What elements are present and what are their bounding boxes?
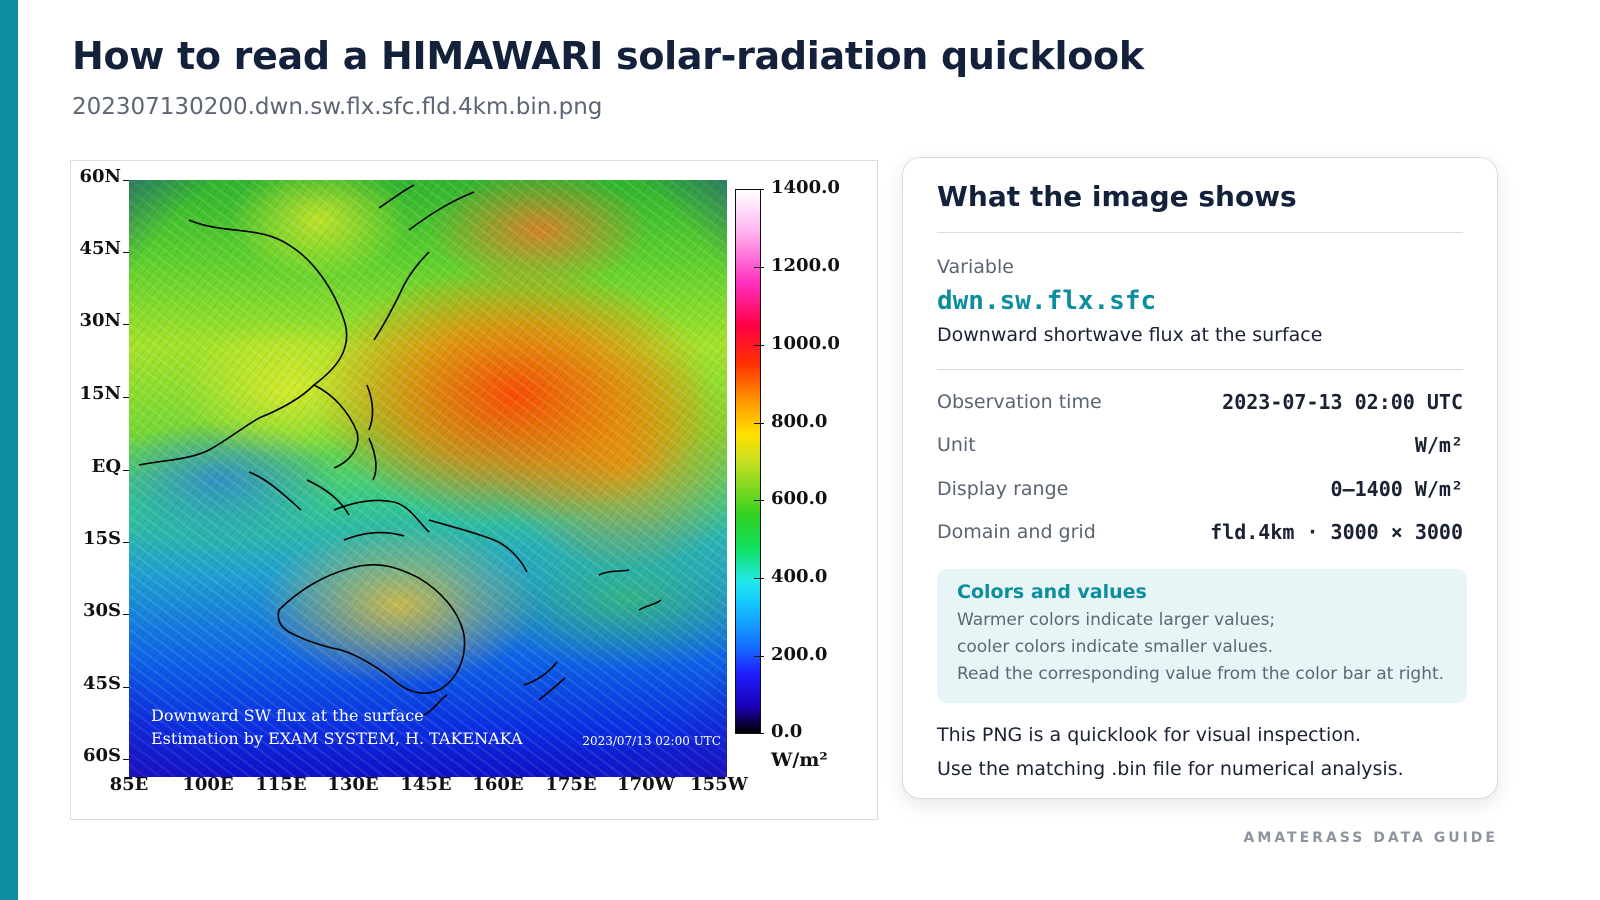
detail-value-observation-time: 2023-07-13 02:00 UTC: [1222, 390, 1463, 414]
note-line: Warmer colors indicate larger values;: [957, 610, 1276, 630]
colorbar-unit: W/m²: [771, 749, 828, 771]
lat-label: 30N: [79, 310, 121, 331]
colors-and-values-note: Colors and values Warmer colors indicate…: [937, 569, 1467, 703]
page-title: How to read a HIMAWARI solar-radiation q…: [72, 34, 1144, 78]
lat-tick: [123, 759, 129, 760]
colorbar-label: 200.0: [771, 644, 828, 665]
note-line: Read the corresponding value from the co…: [957, 664, 1445, 684]
detail-label-observation-time: Observation time: [937, 391, 1102, 413]
detail-label-domain-grid: Domain and grid: [937, 521, 1096, 543]
lon-label: 100E: [182, 774, 234, 795]
detail-label-unit: Unit: [937, 434, 976, 456]
lon-label: 130E: [327, 774, 379, 795]
file-name-subtitle: 202307130200.dwn.sw.flx.sfc.fld.4km.bin.…: [72, 94, 603, 120]
colorbar-tick: [754, 500, 764, 501]
coastlines: [138, 184, 662, 716]
quicklook-figure: 60N 45N 30N 15N EQ 15S 30S 45S 60S: [70, 160, 878, 820]
lat-tick: [123, 324, 129, 325]
brand-label: AMATERASS DATA GUIDE: [1243, 830, 1498, 846]
lat-label: 15N: [79, 383, 121, 404]
colorbar-label: 1000.0: [771, 333, 840, 354]
colorbar-tick: [754, 656, 764, 657]
footer-text: This PNG is a quicklook for visual inspe…: [937, 718, 1404, 786]
lon-label: 85E: [109, 774, 149, 795]
lon-label: 155W: [690, 774, 748, 795]
footer-line: Use the matching .bin file for numerical…: [937, 758, 1404, 780]
variable-code: dwn.sw.flx.sfc: [937, 286, 1157, 316]
lon-label: 170W: [617, 774, 675, 795]
map-caption-line: Downward SW flux at the surface: [151, 706, 424, 725]
lat-label: EQ: [91, 456, 121, 477]
lat-label: 45N: [79, 238, 121, 259]
info-card: What the image shows Variable dwn.sw.flx…: [902, 157, 1498, 799]
lat-tick: [123, 687, 129, 688]
satellite-map: Downward SW flux at the surface Estimati…: [129, 180, 727, 777]
colorbar-tick: [754, 189, 764, 190]
variable-label: Variable: [937, 256, 1014, 278]
lat-tick: [123, 542, 129, 543]
lon-label: 115E: [255, 774, 307, 795]
accent-bar: [0, 0, 18, 900]
colorbar-label: 400.0: [771, 566, 828, 587]
colorbar-label: 600.0: [771, 488, 828, 509]
card-title: What the image shows: [937, 180, 1297, 213]
lon-label: 160E: [472, 774, 524, 795]
note-line: cooler colors indicate smaller values.: [957, 637, 1273, 657]
colorbar-label: 0.0: [771, 721, 803, 742]
colorbar-tick: [754, 733, 764, 734]
lat-label: 60S: [82, 745, 121, 766]
colorbar-tick: [754, 267, 764, 268]
color-bar: [735, 189, 761, 734]
colorbar-label: 1400.0: [771, 177, 840, 198]
colorbar-label: 1200.0: [771, 255, 840, 276]
footer-line: This PNG is a quicklook for visual inspe…: [937, 724, 1362, 746]
lat-tick: [123, 180, 129, 181]
map-timestamp: 2023/07/13 02:00 UTC: [582, 734, 721, 748]
lon-label: 145E: [400, 774, 452, 795]
detail-value-domain-grid: fld.4km · 3000 × 3000: [1210, 520, 1463, 544]
lat-tick: [123, 470, 129, 471]
lat-tick: [123, 614, 129, 615]
lon-label: 175E: [545, 774, 597, 795]
note-title: Colors and values: [957, 581, 1147, 603]
detail-label-display-range: Display range: [937, 478, 1069, 500]
colorbar-tick: [754, 423, 764, 424]
lat-label: 60N: [79, 166, 121, 187]
colorbar-tick: [754, 345, 764, 346]
detail-value-unit: W/m²: [1414, 433, 1463, 457]
variable-description: Downward shortwave flux at the surface: [937, 324, 1323, 346]
lat-label: 30S: [82, 600, 121, 621]
lat-label: 45S: [82, 673, 121, 694]
detail-value-display-range: 0–1400 W/m²: [1330, 477, 1463, 501]
map-caption-line: Estimation by EXAM SYSTEM, H. TAKENAKA: [151, 729, 523, 748]
colorbar-label: 800.0: [771, 411, 828, 432]
divider: [937, 369, 1463, 370]
divider: [937, 232, 1463, 233]
lat-tick: [123, 397, 129, 398]
lat-tick: [123, 252, 129, 253]
lat-label: 15S: [82, 528, 121, 549]
map-caption: Downward SW flux at the surface Estimati…: [151, 704, 523, 750]
colorbar-tick: [754, 578, 764, 579]
